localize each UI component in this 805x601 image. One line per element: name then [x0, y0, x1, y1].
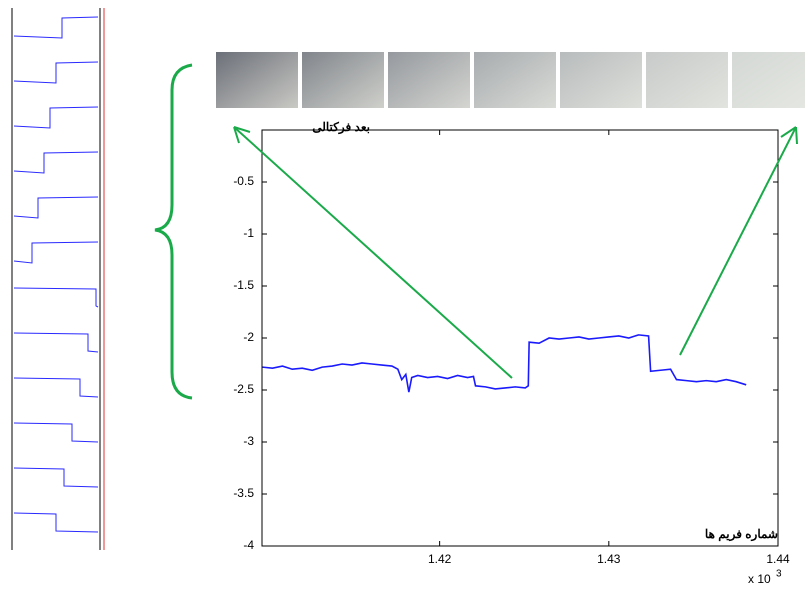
x-tick-label: 1.42 [428, 552, 452, 566]
frame [474, 52, 556, 108]
y-tick-label: -2.5 [233, 382, 254, 396]
arrow-head [780, 126, 798, 145]
mini-curve [13, 332, 99, 353]
x-exponent: 3 [776, 569, 782, 580]
thumbnail-strip [11, 8, 105, 550]
mini-curve [13, 106, 99, 129]
mini-curve [13, 512, 99, 533]
frame-fade [302, 52, 384, 108]
plot: -4 -3.5 -3 -2.5 -2 -1.5 -1 -0.5 1.42 1.43 1.44 [233, 130, 790, 566]
mini-curve [13, 467, 99, 488]
frame [216, 52, 298, 108]
frame-fade [474, 52, 556, 108]
frame-fade [646, 52, 728, 108]
frame [388, 52, 470, 108]
y-tick-label: -1.5 [233, 278, 254, 292]
plot-frame [261, 129, 779, 547]
frame-fade [388, 52, 470, 108]
mini-curve [13, 196, 99, 219]
y-tick-label: -3.5 [233, 486, 254, 500]
x-multiplier: x 10 [748, 572, 771, 586]
y-tick-label: -0.5 [233, 174, 254, 188]
x-tick-label: 1.44 [766, 552, 790, 566]
arrow-head [233, 126, 251, 144]
mini-curve [13, 422, 99, 443]
data-line [262, 334, 747, 393]
frame-fade [560, 52, 642, 108]
x-tick-label: 1.43 [597, 552, 621, 566]
mini-curve [13, 16, 99, 39]
arrows [233, 126, 798, 379]
video-frames [216, 52, 805, 108]
y-axis-label: بعد فركتالی [312, 120, 370, 135]
arrow [679, 126, 797, 356]
brace [154, 63, 193, 400]
mini-curve [13, 61, 99, 84]
frame [302, 52, 384, 108]
mini-curve [13, 241, 99, 264]
y-tick-label: -1 [243, 226, 254, 240]
mini-curve [13, 151, 99, 174]
y-tick-label: -3 [243, 434, 254, 448]
frame-fade [732, 52, 805, 108]
y-tick-label: -2 [243, 330, 254, 344]
mini-curve [13, 377, 99, 398]
x-axis-label: شماره فریم ها [705, 527, 778, 542]
arrow [233, 126, 513, 379]
mini-curve [13, 287, 99, 308]
y-tick-label: -4 [243, 538, 254, 552]
